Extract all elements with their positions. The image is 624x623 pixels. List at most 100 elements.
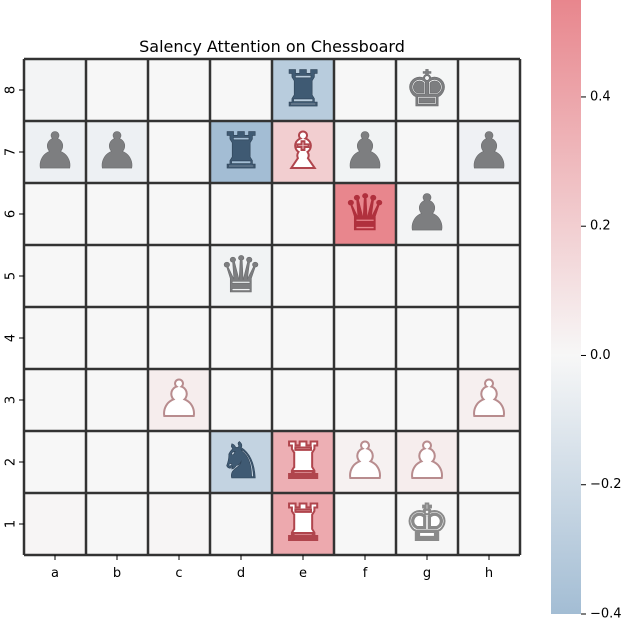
cell-b3 bbox=[86, 369, 148, 431]
y-tick-label: 8 bbox=[4, 86, 19, 94]
cell-g6 bbox=[396, 183, 458, 245]
cell-d4 bbox=[210, 307, 272, 369]
white-pawn-icon: ♟ bbox=[343, 432, 388, 490]
white-pawn-icon: ♟ bbox=[405, 432, 450, 490]
cell-e7 bbox=[272, 121, 334, 183]
colorbar-tick-label: 0.4 bbox=[590, 89, 611, 104]
black-king-icon: ♚ bbox=[405, 60, 450, 118]
chart-title: Salency Attention on Chessboard bbox=[139, 37, 405, 56]
cell-f6 bbox=[334, 183, 396, 245]
black-queen-icon: ♛ bbox=[219, 246, 264, 304]
cell-e6 bbox=[272, 183, 334, 245]
x-tick-label: f bbox=[363, 566, 368, 581]
cell-b4 bbox=[86, 307, 148, 369]
white-rook-icon: ♜ bbox=[281, 494, 326, 552]
cell-a8 bbox=[24, 59, 86, 121]
cell-f7 bbox=[334, 121, 396, 183]
cell-e8 bbox=[272, 59, 334, 121]
cell-b6 bbox=[86, 183, 148, 245]
cell-f3 bbox=[334, 369, 396, 431]
cell-c6 bbox=[148, 183, 210, 245]
black-rook-icon: ♜ bbox=[281, 60, 326, 118]
x-tick-label: g bbox=[423, 566, 431, 581]
cell-c8 bbox=[148, 59, 210, 121]
white-pawn-icon: ♟ bbox=[467, 370, 512, 428]
cell-d1 bbox=[210, 493, 272, 555]
x-tick-label: h bbox=[485, 566, 493, 581]
cell-a4 bbox=[24, 307, 86, 369]
cell-b2 bbox=[86, 431, 148, 493]
colorbar-tick-label: 0.2 bbox=[590, 219, 611, 234]
cell-a5 bbox=[24, 245, 86, 307]
black-pawn-icon: ♟ bbox=[343, 122, 388, 180]
cell-c1 bbox=[148, 493, 210, 555]
cell-c7 bbox=[148, 121, 210, 183]
cell-f2 bbox=[334, 431, 396, 493]
y-tick-label: 5 bbox=[4, 272, 19, 280]
black-pawn-icon: ♟ bbox=[33, 122, 78, 180]
cell-h8 bbox=[458, 59, 520, 121]
cell-g1 bbox=[396, 493, 458, 555]
cell-d2 bbox=[210, 431, 272, 493]
black-bishop-icon: ♝ bbox=[281, 122, 326, 180]
x-tick-label: b bbox=[113, 566, 121, 581]
cell-d3 bbox=[210, 369, 272, 431]
cell-a6 bbox=[24, 183, 86, 245]
cell-f5 bbox=[334, 245, 396, 307]
y-tick-label: 1 bbox=[4, 520, 19, 528]
cell-f4 bbox=[334, 307, 396, 369]
cell-a2 bbox=[24, 431, 86, 493]
cell-c2 bbox=[148, 431, 210, 493]
y-tick-label: 2 bbox=[4, 458, 19, 466]
white-king-icon: ♚ bbox=[405, 494, 450, 552]
cell-d6 bbox=[210, 183, 272, 245]
y-tick-label: 3 bbox=[4, 396, 19, 404]
cell-h5 bbox=[458, 245, 520, 307]
cell-f1 bbox=[334, 493, 396, 555]
black-pawn-icon: ♟ bbox=[95, 122, 140, 180]
black-pawn-icon: ♟ bbox=[405, 184, 450, 242]
x-tick-label: c bbox=[175, 566, 182, 581]
y-tick-label: 7 bbox=[4, 148, 19, 156]
cell-h3 bbox=[458, 369, 520, 431]
cell-g5 bbox=[396, 245, 458, 307]
y-tick-label: 4 bbox=[4, 334, 19, 342]
cell-e3 bbox=[272, 369, 334, 431]
cell-a1 bbox=[24, 493, 86, 555]
colorbar-tick-label: −0.4 bbox=[590, 607, 622, 622]
cell-g8 bbox=[396, 59, 458, 121]
colorbar-gradient bbox=[551, 0, 581, 614]
cell-g2 bbox=[396, 431, 458, 493]
cell-a7 bbox=[24, 121, 86, 183]
cell-b7 bbox=[86, 121, 148, 183]
colorbar: 0.4 0.2 0.0 −0.2 −0.4 bbox=[551, 0, 622, 622]
cell-e2 bbox=[272, 431, 334, 493]
black-knight-icon: ♞ bbox=[219, 432, 264, 490]
black-rook-icon: ♜ bbox=[219, 122, 264, 180]
y-tick-label: 6 bbox=[4, 210, 19, 218]
cell-h2 bbox=[458, 431, 520, 493]
x-tick-label: e bbox=[299, 566, 307, 581]
cell-f8 bbox=[334, 59, 396, 121]
cell-b5 bbox=[86, 245, 148, 307]
cell-d7 bbox=[210, 121, 272, 183]
cell-g4 bbox=[396, 307, 458, 369]
cell-c5 bbox=[148, 245, 210, 307]
cell-d5 bbox=[210, 245, 272, 307]
white-rook-icon: ♜ bbox=[281, 432, 326, 490]
cell-c4 bbox=[148, 307, 210, 369]
colorbar-tick-label: −0.2 bbox=[590, 477, 622, 492]
cell-h4 bbox=[458, 307, 520, 369]
cell-b1 bbox=[86, 493, 148, 555]
cell-a3 bbox=[24, 369, 86, 431]
cell-g7 bbox=[396, 121, 458, 183]
cell-h6 bbox=[458, 183, 520, 245]
cell-c3 bbox=[148, 369, 210, 431]
cell-h7 bbox=[458, 121, 520, 183]
black-queen-icon: ♛ bbox=[343, 184, 388, 242]
cell-h1 bbox=[458, 493, 520, 555]
cell-g3 bbox=[396, 369, 458, 431]
cell-e1 bbox=[272, 493, 334, 555]
